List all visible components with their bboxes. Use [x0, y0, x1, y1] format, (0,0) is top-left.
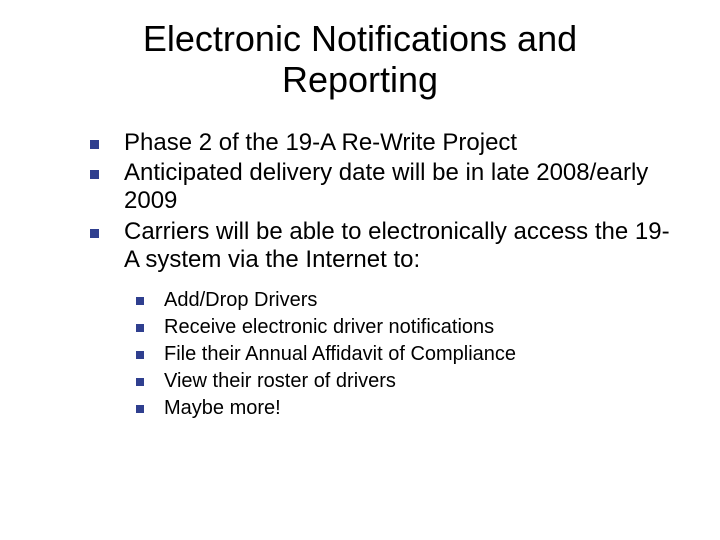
slide: Electronic Notifications and Reporting P…: [0, 0, 720, 540]
list-item-text: Receive electronic driver notifications: [164, 316, 494, 338]
list-item-text: Anticipated delivery date will be in lat…: [124, 159, 648, 214]
list-item-text: Maybe more!: [164, 397, 281, 419]
list-item: View their roster of drivers: [136, 369, 670, 394]
list-item: Add/Drop Drivers: [136, 288, 670, 313]
main-bullet-list: Phase 2 of the 19-A Re-Write Project Ant…: [90, 129, 670, 275]
list-item-text: Carriers will be able to electronically …: [124, 218, 670, 273]
list-item: Carriers will be able to electronically …: [90, 218, 670, 275]
list-item-text: File their Annual Affidavit of Complianc…: [164, 343, 516, 365]
list-item-text: View their roster of drivers: [164, 370, 396, 392]
list-item: Anticipated delivery date will be in lat…: [90, 159, 670, 216]
list-item: File their Annual Affidavit of Complianc…: [136, 342, 670, 367]
slide-title: Electronic Notifications and Reporting: [80, 18, 640, 101]
list-item: Receive electronic driver notifications: [136, 315, 670, 340]
list-item-text: Phase 2 of the 19-A Re-Write Project: [124, 129, 517, 156]
sub-bullet-list: Add/Drop Drivers Receive electronic driv…: [136, 288, 670, 421]
list-item: Phase 2 of the 19-A Re-Write Project: [90, 129, 670, 157]
list-item: Maybe more!: [136, 396, 670, 421]
list-item-text: Add/Drop Drivers: [164, 289, 317, 311]
